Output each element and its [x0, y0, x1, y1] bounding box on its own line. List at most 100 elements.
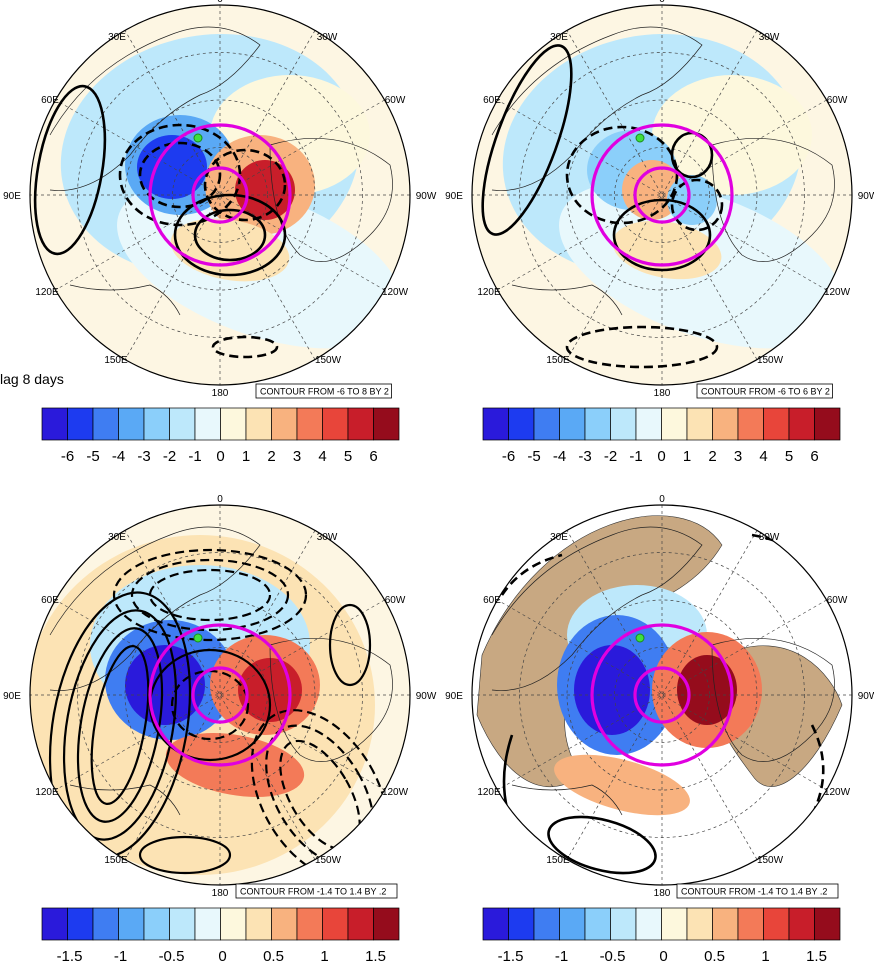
colorbar-swatch [763, 407, 790, 441]
colorbar-swatch [559, 407, 586, 441]
contour-negative-north [130, 558, 290, 632]
green-marker-icon [193, 633, 203, 643]
latitude-circle [614, 147, 710, 243]
shade-positive-core [235, 160, 295, 220]
colorbar-swatch [482, 907, 509, 941]
longitude-label: 30W [317, 532, 338, 543]
longitude-label: 150E [546, 855, 570, 866]
colorbar-swatch [508, 907, 535, 941]
longitude-label: 120W [824, 787, 851, 798]
coastline-north-america [711, 137, 835, 262]
colorbar-tick-label: 1 [320, 948, 328, 964]
colorbar-swatch [686, 907, 713, 941]
longitude-label: 30E [550, 32, 568, 43]
colorbar-tick-label: -2 [604, 448, 617, 465]
contour-positive-south [612, 198, 712, 272]
contour-info-box: CONTOUR FROM -1.4 TO 1.4 BY .2 [676, 883, 839, 899]
coastlines [491, 526, 835, 816]
shade-negative-core [574, 645, 650, 735]
colorbar-swatch [143, 407, 170, 441]
coastline-asia-east [69, 284, 181, 316]
longitude-label: 150W [315, 355, 342, 366]
longitude-label: 30E [550, 532, 568, 543]
colorbar-tick-label: -5 [86, 448, 99, 465]
colorbar-swatch [559, 907, 586, 941]
contour-info-text: CONTOUR FROM -1.4 TO 1.4 BY .2 [240, 887, 386, 897]
colorbar-swatch [220, 407, 247, 441]
contour-positive-east [328, 603, 372, 687]
longitude-label: 120E [35, 787, 59, 798]
latitude-circle [566, 599, 758, 791]
map-content [30, 505, 410, 885]
longitude-label: 120W [824, 287, 851, 298]
contour-info-box: CONTOUR FROM -6 TO 8 BY 2 [255, 383, 392, 399]
colorbar-tick-label: 0.5 [263, 948, 284, 964]
shade-negative-east [667, 175, 717, 225]
contour-negative-east [203, 148, 287, 222]
colorbar: -1.5 -1 -0.5 0 0.5 1 1.5 [41, 907, 400, 964]
longitude-label: 90W [416, 691, 437, 702]
colorbar-tick-label: 1 [242, 448, 250, 465]
longitude-label: 60E [41, 595, 59, 606]
colorbar-tick-label: 1 [683, 448, 691, 465]
longitude-label: 150E [104, 355, 128, 366]
colorbar-swatch [322, 907, 349, 941]
magenta-ring-inner [633, 166, 691, 224]
latitude-circle [172, 647, 268, 743]
colorbar-tick-label: 6 [369, 448, 377, 465]
graticule [472, 505, 852, 885]
colorbar-tick-label: 1.5 [806, 948, 827, 964]
magenta-ring-outer [148, 623, 292, 767]
colorbar-swatch [169, 907, 196, 941]
colorbar-swatch [737, 907, 764, 941]
colorbar-swatch [788, 907, 815, 941]
colorbar-tick-label: 1.5 [365, 948, 386, 964]
longitude-label: 90E [3, 691, 21, 702]
green-marker-icon [635, 633, 645, 643]
colorbar-swatch [347, 907, 374, 941]
graticule [30, 5, 410, 385]
contour-negative-north [148, 568, 272, 622]
colorbar-tick-label: 0 [659, 948, 667, 964]
colorbar-swatch [143, 907, 170, 941]
colorbar-swatch [373, 407, 400, 441]
colorbar-swatch [296, 907, 323, 941]
map-outline [471, 4, 853, 386]
magenta-ring-outer [590, 623, 734, 767]
colorbar-swatch [661, 907, 688, 941]
colorbar-swatch [118, 907, 145, 941]
colorbar-tick-label: 0 [218, 948, 226, 964]
coastline-asia-east [69, 784, 181, 816]
colorbar-swatch [610, 907, 637, 941]
contour-info-box: CONTOUR FROM -6 TO 6 BY 2 [696, 383, 833, 399]
colorbar-swatch [508, 407, 535, 441]
magenta-ring-inner [191, 666, 249, 724]
lag-annotation: lag 8 days [0, 371, 64, 387]
longitude-label: 30E [108, 32, 126, 43]
longitude-label: 0 [659, 494, 665, 505]
colorbar-swatch [788, 407, 815, 441]
longitude-label: 60E [483, 95, 501, 106]
colorbar-swatch [373, 907, 400, 941]
latitude-circle [566, 99, 758, 291]
colorbar-tick-label: 3 [734, 448, 742, 465]
colorbar-swatch [814, 907, 841, 941]
colorbar-swatch [118, 407, 145, 441]
longitude-label: 180 [212, 888, 229, 899]
colorbar-tick-label: 0.5 [704, 948, 725, 964]
colorbar-swatch [584, 407, 611, 441]
contour-negative-east [670, 178, 724, 232]
colorbar-swatch [322, 407, 349, 441]
colorbar: -6 -5 -4 -3 -2 -1 0 1 2 3 4 5 6 [482, 407, 841, 465]
colorbar-tick-label: -1 [188, 448, 201, 465]
magenta-ring-outer [148, 123, 292, 267]
contour-positive-west [481, 44, 573, 236]
map-content [30, 5, 410, 385]
longitude-label: 180 [654, 388, 671, 399]
colorbar-swatch [271, 907, 298, 941]
colorbar-swatch [737, 407, 764, 441]
map-panel-top-right: 0 30E 30W 60E 60W 90E 90W 120E 120W 150E 150W 180 CO… [445, 0, 874, 465]
colorbar-tick-label: -6 [61, 448, 74, 465]
contour-info-frame [676, 883, 839, 899]
